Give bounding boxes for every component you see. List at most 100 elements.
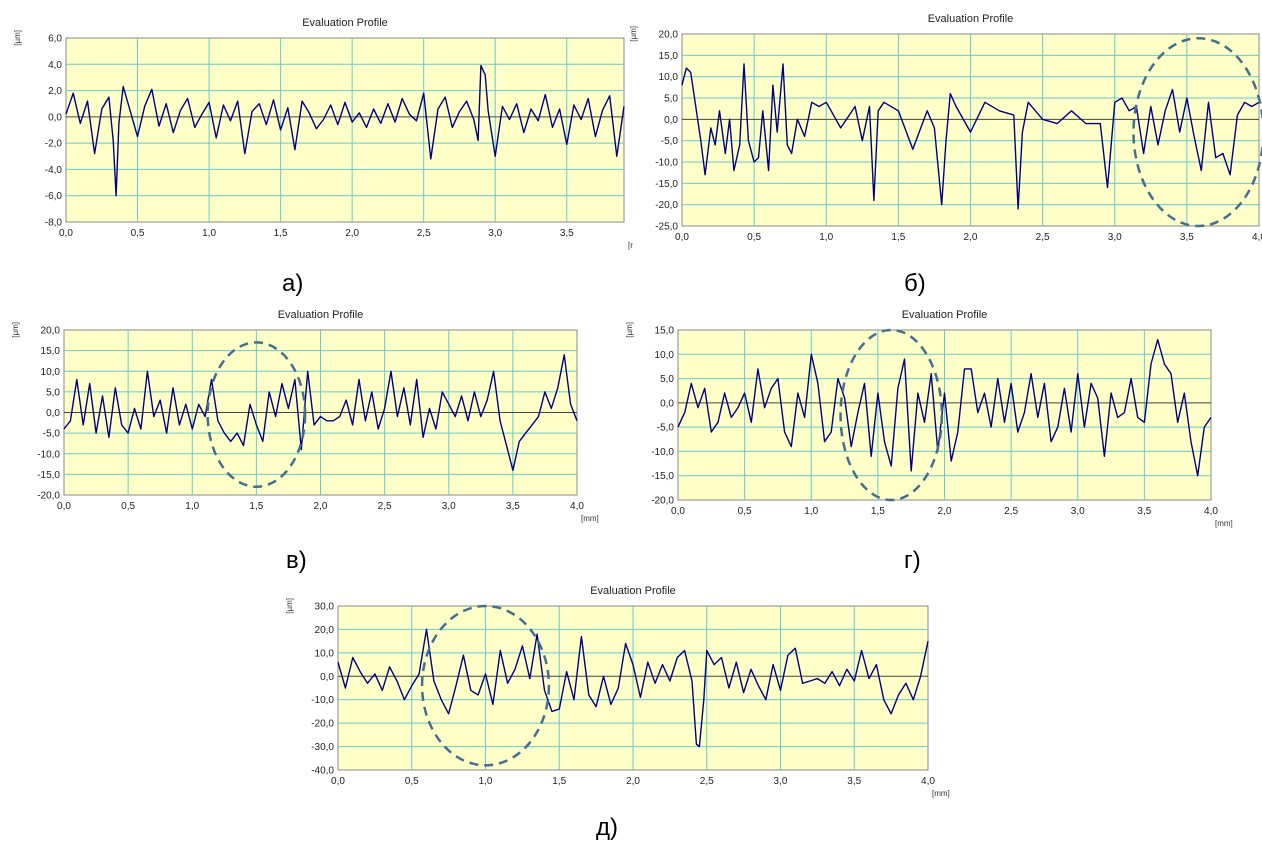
y-tick-label: -2,0 xyxy=(45,139,63,150)
y-tick-label: 15,0 xyxy=(655,326,675,337)
y-tick-label: 10,0 xyxy=(659,72,679,83)
x-tick-label: 1,0 xyxy=(804,506,818,517)
y-tick-label: -25,0 xyxy=(655,222,678,233)
x-tick-label: 1,5 xyxy=(871,506,885,517)
x-tick-label: 1,0 xyxy=(479,776,493,787)
y-tick-label: -20,0 xyxy=(651,496,674,507)
x-tick-label: 2,0 xyxy=(964,232,978,243)
chart-a: 0,0 0,5 1,0 1,5 2,0 2,5 3,0 3,5 6,0 4,0 2,0 0,0 -2,0… xyxy=(13,17,633,250)
y-tick-label: 10,0 xyxy=(655,350,675,361)
y-tick-label: -10,0 xyxy=(311,695,334,706)
y-tick-label: -20,0 xyxy=(37,491,60,502)
x-axis-unit: [r xyxy=(628,241,633,250)
y-tick-label: -15,0 xyxy=(655,179,678,190)
x-tick-label: 2,5 xyxy=(417,228,431,239)
y-tick-label: 15,0 xyxy=(41,346,61,357)
x-tick-label: 0,0 xyxy=(671,506,685,517)
x-tick-label: 3,0 xyxy=(774,776,788,787)
plot-area xyxy=(65,37,625,223)
y-tick-label: -15,0 xyxy=(37,470,60,481)
chart-title: Evaluation Profile xyxy=(590,585,676,597)
y-tick-label: -6,0 xyxy=(45,191,63,202)
y-tick-label: 15,0 xyxy=(659,51,679,62)
profile-line xyxy=(337,628,929,748)
profile-line xyxy=(677,339,1212,477)
y-tick-label: -30,0 xyxy=(311,742,334,753)
highlight-ellipse xyxy=(1132,37,1262,228)
y-tick-label: -20,0 xyxy=(311,719,334,730)
x-axis-unit: [mm] xyxy=(932,789,950,798)
x-tick-label: 2,0 xyxy=(345,228,359,239)
profile-line xyxy=(681,63,1260,210)
y-tick-label: -5,0 xyxy=(661,136,679,147)
x-tick-label: 0,0 xyxy=(57,501,71,512)
chart-e: 0,0 0,5 1,0 1,5 2,0 2,5 3,0 3,5 4,0 30,0 20,0 10,0 0… xyxy=(285,585,950,798)
y-axis-unit: [µm] xyxy=(11,322,20,338)
x-tick-label: 2,5 xyxy=(700,776,714,787)
x-tick-label: 1,5 xyxy=(891,232,905,243)
y-tick-label: 5,0 xyxy=(664,94,678,105)
chart-panel-b: 0,0 0,5 1,0 1,5 2,0 2,5 3,0 3,5 4,0 20,0 15,0 10,0 5… xyxy=(629,8,1262,263)
x-tick-label: 2,5 xyxy=(1004,506,1018,517)
y-tick-label: 20,0 xyxy=(315,625,335,636)
x-tick-label: 1,0 xyxy=(202,228,216,239)
y-axis-unit: [µm] xyxy=(629,26,638,42)
x-tick-label: 0,5 xyxy=(747,232,761,243)
x-tick-label: 3,0 xyxy=(1071,506,1085,517)
chart-title: Evaluation Profile xyxy=(278,309,364,321)
x-tick-label: 1,5 xyxy=(552,776,566,787)
chart-title: Evaluation Profile xyxy=(302,17,388,29)
y-tick-label: 30,0 xyxy=(315,602,335,613)
chart-panel-d: 0,0 0,5 1,0 1,5 2,0 2,5 3,0 3,5 4,0 15,0 10,0 5,0 0,… xyxy=(620,300,1233,535)
y-tick-label: 6,0 xyxy=(48,34,62,45)
x-tick-label: 4,0 xyxy=(1252,232,1262,243)
x-tick-label: 0,0 xyxy=(675,232,689,243)
caption-e: д) xyxy=(596,814,618,841)
y-tick-label: 10,0 xyxy=(315,648,335,659)
y-tick-label: -5,0 xyxy=(43,429,61,440)
caption-b: б) xyxy=(904,270,926,297)
y-tick-label: -5,0 xyxy=(657,423,675,434)
x-tick-label: 1,5 xyxy=(249,501,263,512)
x-tick-label: 0,0 xyxy=(331,776,345,787)
y-tick-label: 0,0 xyxy=(660,398,674,409)
y-tick-label: -8,0 xyxy=(45,218,63,229)
x-axis-unit: [mm] xyxy=(581,514,599,523)
x-tick-label: 2,5 xyxy=(378,501,392,512)
y-tick-label: 4,0 xyxy=(48,60,62,71)
y-tick-label: 20,0 xyxy=(41,326,61,337)
y-tick-label: 0,0 xyxy=(48,112,62,123)
x-tick-label: 3,5 xyxy=(847,776,861,787)
y-tick-label: 0,0 xyxy=(320,672,334,683)
y-tick-label: 0,0 xyxy=(664,115,678,126)
y-tick-label: 2,0 xyxy=(48,86,62,97)
highlight-ellipse xyxy=(206,341,307,488)
chart-panel-c: 0,0 0,5 1,0 1,5 2,0 2,5 3,0 3,5 4,0 20,0 15,0 10,0 5… xyxy=(0,300,600,535)
x-tick-label: 2,0 xyxy=(626,776,640,787)
chart-title: Evaluation Profile xyxy=(928,13,1014,25)
y-axis-unit: [µm] xyxy=(13,30,22,46)
y-axis-unit: [µm] xyxy=(625,322,634,338)
y-tick-label: 10,0 xyxy=(41,367,61,378)
y-tick-label: -40,0 xyxy=(311,766,334,777)
profile-line xyxy=(63,354,578,472)
y-tick-label: -20,0 xyxy=(655,200,678,211)
y-tick-label: -10,0 xyxy=(37,449,60,460)
x-tick-label: 1,0 xyxy=(185,501,199,512)
x-tick-label: 2,0 xyxy=(314,501,328,512)
x-tick-label: 4,0 xyxy=(921,776,935,787)
x-tick-label: 3,5 xyxy=(506,501,520,512)
chart-panel-a: 0,0 0,5 1,0 1,5 2,0 2,5 3,0 3,5 6,0 4,0 2,0 0,0 -2,0… xyxy=(0,8,633,263)
chart-c: 0,0 0,5 1,0 1,5 2,0 2,5 3,0 3,5 4,0 20,0 15,0 10,0 5… xyxy=(11,309,599,523)
highlight-ellipse xyxy=(839,328,944,502)
y-tick-label: -10,0 xyxy=(651,447,674,458)
chart-title: Evaluation Profile xyxy=(902,309,988,321)
x-tick-label: 1,5 xyxy=(274,228,288,239)
y-tick-label: 5,0 xyxy=(46,387,60,398)
x-tick-label: 0,0 xyxy=(59,228,73,239)
x-tick-label: 0,5 xyxy=(405,776,419,787)
y-tick-label: -4,0 xyxy=(45,165,63,176)
y-tick-label: 0,0 xyxy=(46,408,60,419)
x-tick-label: 3,5 xyxy=(1137,506,1151,517)
y-tick-label: 20,0 xyxy=(659,30,679,41)
